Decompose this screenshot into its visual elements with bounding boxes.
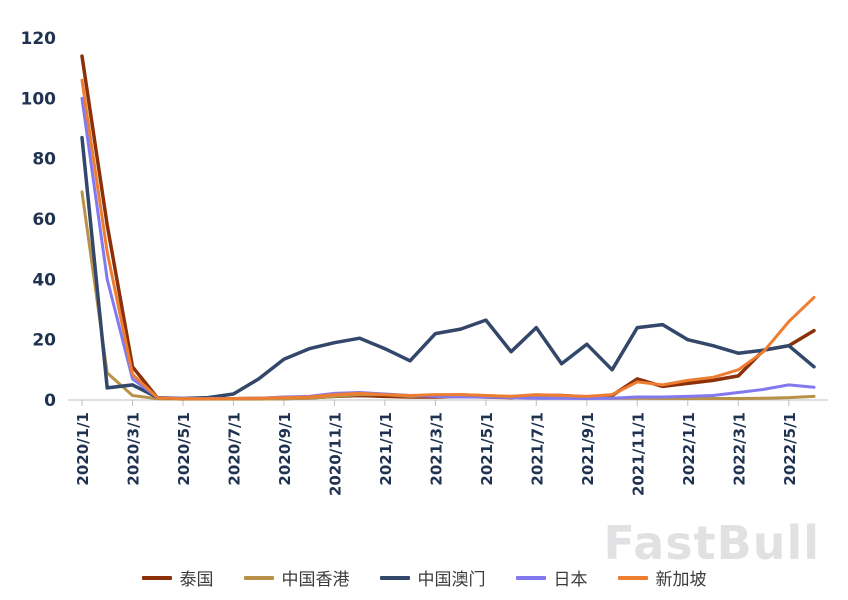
legend-label: 新加坡 (655, 570, 707, 590)
legend-item[interactable]: 中国澳门 (379, 565, 486, 590)
legend-item[interactable]: 泰国 (141, 565, 214, 590)
x-tick-label: 2020/3/1 (125, 412, 143, 486)
x-tick-label: 2021/3/1 (427, 412, 445, 486)
legend-swatch (617, 575, 648, 580)
x-tick-label: 2020/7/1 (225, 412, 243, 486)
y-tick-label: 0 (44, 391, 56, 411)
legend-swatch (243, 575, 274, 580)
legend-swatch (515, 575, 546, 580)
y-tick-label: 120 (21, 29, 57, 49)
x-tick-label: 2020/5/1 (175, 412, 193, 486)
series-line-2 (80, 135, 816, 401)
legend-item[interactable]: 日本 (515, 565, 588, 590)
legend-item[interactable]: 新加坡 (617, 565, 707, 590)
legend-label: 中国香港 (281, 570, 350, 590)
series-line-3 (80, 96, 816, 400)
x-tick-label: 2020/9/1 (276, 412, 294, 486)
x-tick-label: 2022/5/1 (781, 412, 799, 486)
y-tick-label: 80 (32, 150, 56, 170)
legend-label: 泰国 (179, 570, 214, 590)
y-tick-label: 100 (21, 89, 57, 109)
y-tick-label: 20 (32, 331, 56, 351)
series-line-0 (80, 54, 816, 401)
legend-item[interactable]: 中国香港 (243, 565, 350, 590)
x-tick-label: 2021/7/1 (528, 412, 546, 486)
series-line-1 (80, 190, 816, 401)
x-tick-label: 2022/3/1 (730, 412, 748, 486)
legend-label: 中国澳门 (417, 570, 486, 590)
x-tick-label: 2020/1/1 (74, 412, 92, 486)
legend-swatch (379, 575, 410, 580)
watermark: FastBull (603, 516, 820, 570)
series-line-4 (80, 78, 816, 401)
x-tick-label: 2021/1/1 (377, 412, 395, 486)
x-tick-label: 2021/11/1 (629, 412, 647, 496)
y-tick-label: 40 (32, 270, 56, 290)
legend-swatch (141, 575, 172, 580)
x-tick-label: 2021/5/1 (478, 412, 496, 486)
y-tick-label: 60 (32, 210, 56, 230)
legend: 泰国 中国香港 中国澳门 日本 新加坡 (0, 565, 848, 590)
legend-label: 日本 (553, 570, 588, 590)
x-tick-label: 2021/9/1 (579, 412, 597, 486)
line-chart: 0 20 40 60 80 100 120 2020/1/1 2020/3/1 2020/5/1 2… (21, 29, 828, 496)
x-tick-label: 2022/1/1 (680, 412, 698, 486)
x-tick-label: 2020/11/1 (326, 412, 344, 496)
